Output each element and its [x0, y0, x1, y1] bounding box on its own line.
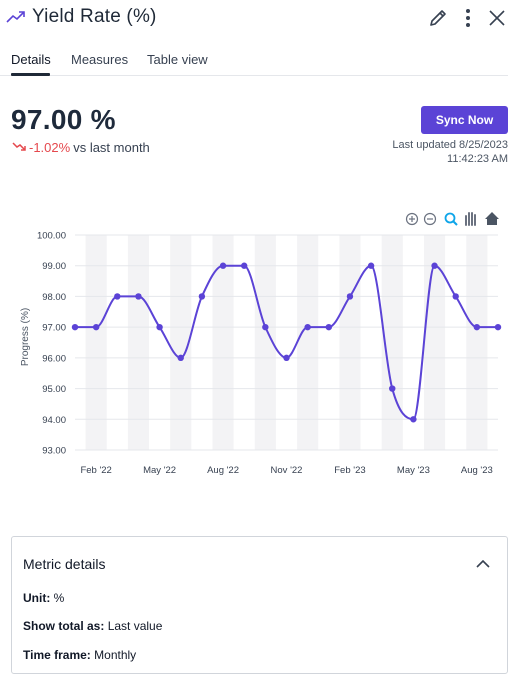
metric-details-title: Metric details [23, 556, 106, 572]
data-point[interactable] [410, 416, 417, 423]
data-point[interactable] [389, 385, 396, 392]
active-tab-indicator [11, 73, 50, 76]
x-tick-label: Aug '22 [207, 465, 239, 476]
x-tick-label: Feb '23 [334, 465, 365, 476]
data-point[interactable] [346, 293, 354, 300]
last-updated-time: 11:42:23 AM [447, 153, 508, 165]
data-point[interactable] [156, 323, 163, 331]
y-axis-label: Progress (%) [20, 308, 31, 366]
data-point[interactable] [92, 323, 100, 331]
y-tick-label: 98.00 [42, 292, 66, 303]
panel-title: Yield Rate (%) [32, 6, 157, 27]
kpi-value: 97.00 % [11, 104, 116, 135]
chart-toolbar [405, 212, 499, 226]
y-tick-label: 93.00 [42, 446, 66, 457]
delta-suffix: vs last month [73, 140, 150, 155]
data-point[interactable] [283, 354, 290, 362]
tab-bar: Details Measures Table view [0, 48, 508, 76]
x-tick-label: Feb '22 [80, 465, 111, 476]
trend-down-icon [12, 140, 26, 155]
detail-unit-label: Unit: [23, 591, 51, 605]
home-icon[interactable] [485, 212, 499, 225]
y-tick-label: 100.00 [37, 231, 66, 242]
chart-band [85, 235, 107, 450]
chevron-up-icon[interactable] [473, 554, 493, 574]
data-point[interactable] [304, 323, 311, 331]
metric-details-panel: Metric details Unit: % Show total as: La… [11, 536, 508, 674]
detail-timeframe-value: Monthly [94, 648, 137, 662]
data-point[interactable] [431, 262, 438, 269]
y-tick-label: 97.00 [42, 323, 66, 334]
data-point[interactable] [494, 323, 502, 331]
data-point[interactable] [135, 293, 142, 300]
y-tick-label: 94.00 [42, 415, 66, 426]
data-point[interactable] [325, 323, 332, 331]
data-point[interactable] [71, 323, 79, 331]
chart-band [254, 235, 276, 450]
data-point[interactable] [367, 262, 375, 269]
x-tick-label: Nov '22 [271, 465, 303, 476]
detail-total: Show total as: Last value [23, 619, 162, 633]
detail-timeframe-label: Time frame: [23, 648, 91, 662]
tab-table-view[interactable]: Table view [147, 52, 208, 67]
sync-now-button[interactable]: Sync Now [421, 106, 508, 134]
trend-up-icon [6, 9, 26, 25]
y-tick-label: 96.00 [42, 353, 66, 364]
yield-rate-chart: 93.00 94.00 95.00 96.00 97.00 98.00 99.00 100.0… [20, 212, 502, 476]
magnifier-icon[interactable] [444, 212, 458, 226]
more-vertical-icon[interactable] [456, 6, 480, 30]
delta-value: -1.02% [29, 140, 71, 155]
detail-total-label: Show total as: [23, 619, 105, 633]
tab-measures[interactable]: Measures [71, 52, 129, 67]
chart-band [381, 235, 403, 450]
chart-band [466, 235, 488, 450]
chart-band [212, 235, 234, 450]
y-tick-label: 95.00 [42, 384, 66, 395]
tab-details[interactable]: Details [11, 52, 51, 67]
chart-band [127, 235, 150, 450]
data-point[interactable] [262, 323, 269, 331]
data-point[interactable] [219, 262, 227, 269]
panel-header: Yield Rate (%) [0, 0, 517, 36]
data-point[interactable] [114, 293, 121, 300]
close-icon[interactable] [485, 6, 509, 30]
series-line [74, 264, 499, 421]
pan-hand-icon[interactable] [465, 212, 476, 226]
data-point[interactable] [241, 262, 248, 269]
x-tick-label: May '23 [397, 465, 430, 476]
x-tick-label: May '22 [143, 465, 176, 476]
detail-timeframe: Time frame: Monthly [23, 648, 136, 662]
pencil-icon[interactable] [426, 6, 450, 30]
chart-band [339, 235, 361, 450]
detail-total-value: Last value [107, 619, 163, 633]
data-point[interactable] [198, 293, 206, 300]
zoom-in-icon[interactable] [405, 212, 419, 226]
y-tick-label: 99.00 [42, 261, 66, 272]
last-updated: Last updated 8/25/2023 11:42:23 AM [392, 138, 508, 166]
data-point[interactable] [177, 354, 184, 362]
chart-band [170, 235, 192, 450]
detail-unit: Unit: % [23, 591, 64, 605]
zoom-out-icon[interactable] [423, 212, 437, 226]
last-updated-date: Last updated 8/25/2023 [392, 139, 508, 151]
data-point[interactable] [452, 293, 459, 300]
detail-unit-value: % [53, 591, 65, 605]
x-tick-label: Aug '23 [461, 465, 493, 476]
kpi-delta: -1.02% vs last month [12, 140, 150, 155]
chart-band [297, 235, 319, 450]
data-point[interactable] [473, 323, 481, 331]
